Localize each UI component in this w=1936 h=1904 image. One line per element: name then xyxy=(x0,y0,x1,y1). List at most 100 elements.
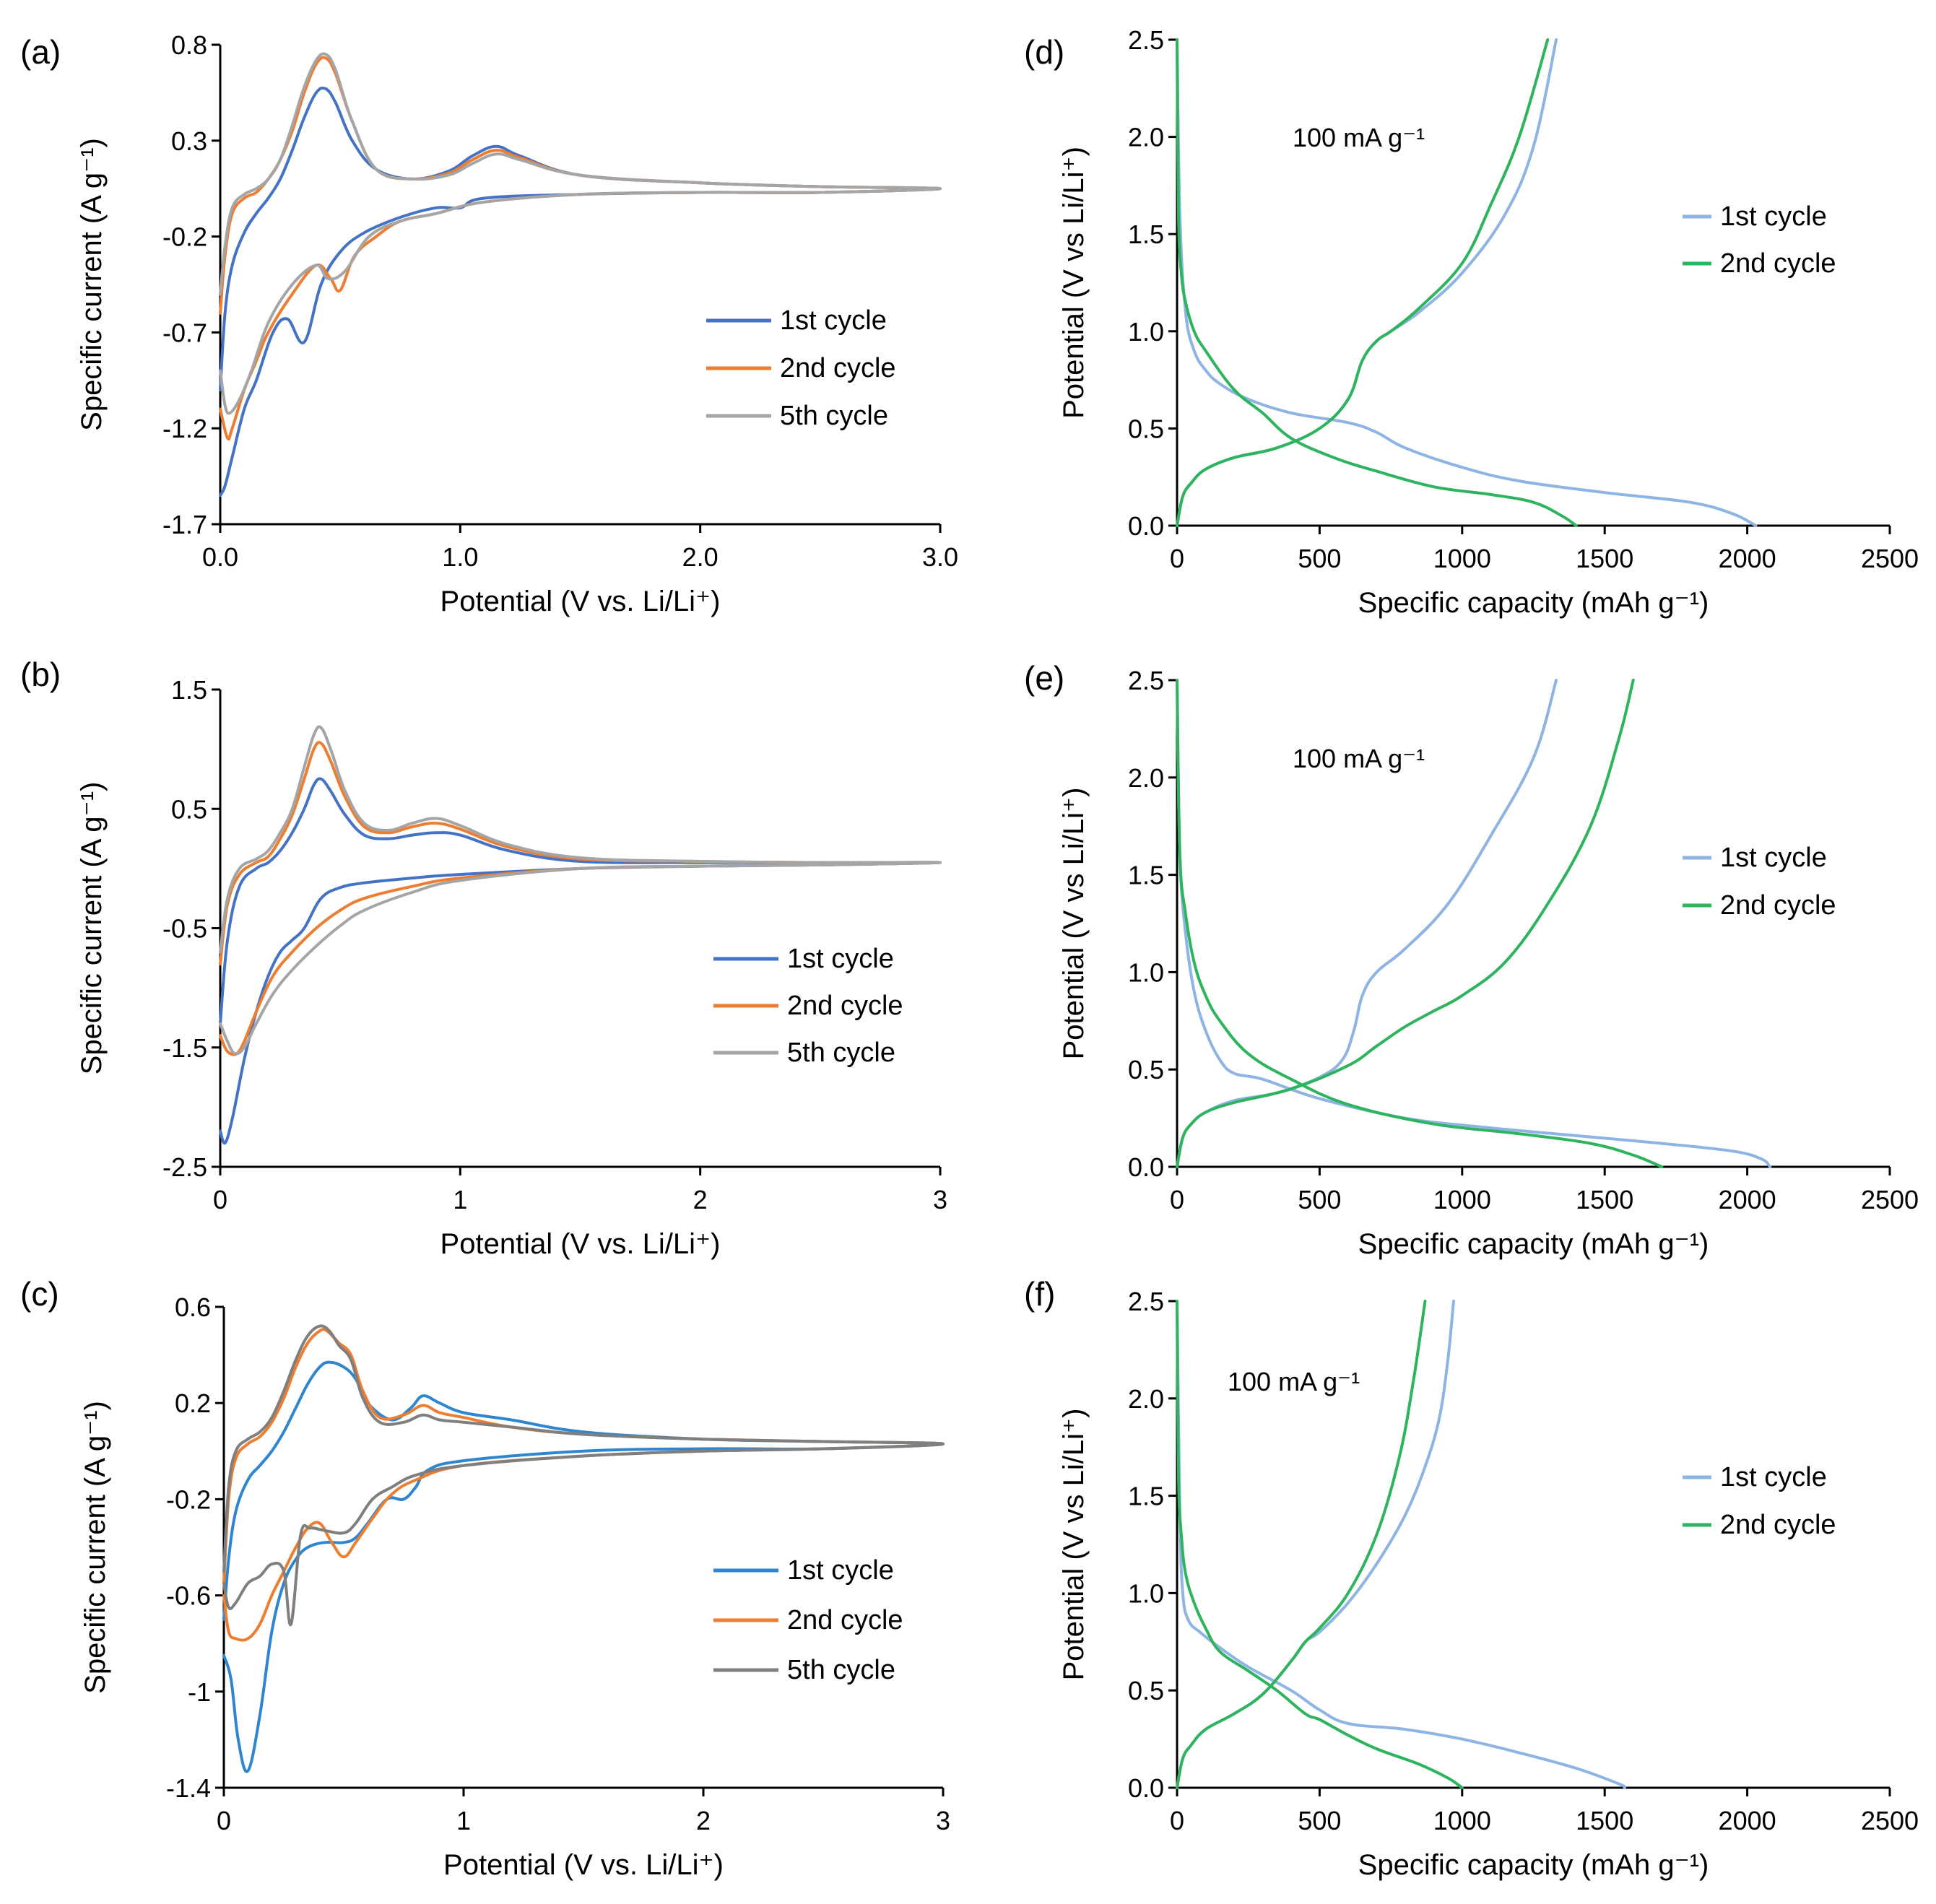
y-tick-label: 1.0 xyxy=(1128,317,1164,347)
y-tick-label: 0.0 xyxy=(1128,1152,1164,1182)
y-tick-label: 2.5 xyxy=(1128,25,1164,55)
y-tick-label: 1.0 xyxy=(1128,957,1164,987)
series-line-1st-cycle xyxy=(219,86,942,497)
y-tick-label: -0.6 xyxy=(166,1581,211,1611)
y-axis-title: Potential (V vs Li/Li⁺) xyxy=(1058,788,1090,1060)
panel-label: (d) xyxy=(1024,33,1064,71)
legend-entry: 5th cycle xyxy=(787,1038,895,1068)
y-tick-label: 0.0 xyxy=(1128,1773,1164,1803)
x-tick-label: 3 xyxy=(936,1806,950,1835)
y-tick-label: 0.3 xyxy=(171,126,207,156)
panel-label: (e) xyxy=(1024,659,1064,697)
y-tick-label: 0.8 xyxy=(171,30,207,60)
series-line-2nd-cycle-charge xyxy=(1176,679,1635,1168)
y-tick-label: 0.5 xyxy=(1128,414,1164,443)
y-tick-label: 0.5 xyxy=(1128,1676,1164,1705)
y-tick-label: 1.5 xyxy=(1128,219,1164,249)
x-tick-label: 2 xyxy=(693,1185,708,1214)
y-axis-title: Potential (V vs Li/Li⁺) xyxy=(1058,147,1090,419)
x-tick-label: 2500 xyxy=(1861,1806,1919,1835)
y-tick-label: -1.2 xyxy=(162,414,207,443)
series-line-5th-cycle xyxy=(219,725,942,1056)
x-tick-label: 1000 xyxy=(1433,1806,1491,1835)
y-tick-label: -0.2 xyxy=(162,222,207,252)
x-tick-label: 2500 xyxy=(1861,1185,1919,1214)
legend-entry: 2nd cycle xyxy=(787,1605,903,1635)
series-line-2nd-cycle xyxy=(222,1328,945,1642)
legend-entry: 5th cycle xyxy=(787,1655,895,1685)
y-tick-label: 1.5 xyxy=(171,675,207,705)
x-tick-label: 1000 xyxy=(1433,544,1491,573)
series-line-2nd-cycle-discharge xyxy=(1176,38,1578,527)
chart-panel-e: (e) 2.5 2.0 1.5 1.0 0.5 0.00 500 1000 1500 2000 250… xyxy=(1024,659,1919,1260)
y-axis-title: Specific current (A g⁻¹) xyxy=(76,138,108,431)
y-tick-label: 1.0 xyxy=(1128,1578,1164,1608)
y-tick-label: 0.5 xyxy=(1128,1055,1164,1084)
y-tick-label: 1.5 xyxy=(1128,861,1164,890)
y-tick-label: 0.5 xyxy=(171,794,207,824)
series-line-2nd-cycle-charge xyxy=(1176,1300,1427,1789)
y-tick-label: 2.0 xyxy=(1128,763,1164,793)
legend-entry: 1st cycle xyxy=(787,1555,894,1586)
x-tick-label: 1500 xyxy=(1576,1185,1633,1214)
series-line-2nd-cycle-discharge xyxy=(1176,679,1664,1168)
series-line-1st-cycle-discharge xyxy=(1176,1300,1626,1789)
x-tick-label: 0.0 xyxy=(202,542,238,572)
x-tick-label: 2.0 xyxy=(682,542,719,572)
legend-entry: 1st cycle xyxy=(780,305,887,336)
x-axis-title: Specific capacity (mAh g⁻¹) xyxy=(1358,1849,1709,1881)
chart-panel-a: (a) 0.8 0.3 -0.2 -0.7 -1.2 -1.7 0.0 1.0 2.0 3.0 Pot… xyxy=(20,30,958,617)
y-tick-label: -2.5 xyxy=(162,1152,207,1182)
series-line-2nd-cycle-discharge xyxy=(1176,1300,1464,1789)
x-axis-title: Potential (V vs. Li/Li⁺) xyxy=(440,1228,721,1260)
legend-entry: 1st cycle xyxy=(787,944,894,974)
y-tick-label: -0.2 xyxy=(166,1484,211,1514)
legend: 1st cycle 2nd cycle xyxy=(1683,201,1836,279)
x-tick-label: 1500 xyxy=(1576,544,1633,573)
y-tick-label: 0.6 xyxy=(175,1292,211,1322)
chart-panel-b: (b) 1.5 0.5 -0.5 -1.5 -2.50 1 2 3 Potential (V vs… xyxy=(20,656,947,1260)
current-density-annotation: 100 mA g⁻¹ xyxy=(1293,744,1425,773)
legend-entry: 2nd cycle xyxy=(1720,1510,1836,1540)
y-tick-label: 2.5 xyxy=(1128,1287,1164,1316)
series-line-1st-cycle-discharge xyxy=(1176,38,1758,527)
chart-panel-c: (c) 0.6 0.2 -0.2 -0.6 -1 -1.40 1 2 3 Potential (V … xyxy=(20,1275,950,1881)
x-tick-label: 2000 xyxy=(1719,544,1776,573)
x-tick-label: 0 xyxy=(1170,1806,1184,1835)
x-axis-title: Specific capacity (mAh g⁻¹) xyxy=(1358,587,1709,619)
y-tick-label: 2.0 xyxy=(1128,1384,1164,1414)
legend-entry: 2nd cycle xyxy=(787,991,903,1021)
y-tick-label: -1.4 xyxy=(166,1773,211,1803)
x-tick-label: 500 xyxy=(1298,544,1341,573)
y-tick-label: 2.5 xyxy=(1128,666,1164,695)
legend: 1st cycle 2nd cycle 5th cycle xyxy=(713,944,903,1068)
x-tick-label: 1000 xyxy=(1433,1185,1491,1214)
legend-entry: 1st cycle xyxy=(1720,1462,1827,1492)
series-line-5th-cycle xyxy=(219,52,942,415)
panel-label: (a) xyxy=(20,33,61,71)
x-tick-label: 2 xyxy=(696,1806,711,1835)
chart-panel-f: (f) 2.5 2.0 1.5 1.0 0.5 0.00 500 1000 1500 2000 250… xyxy=(1024,1275,1919,1881)
current-density-annotation: 100 mA g⁻¹ xyxy=(1228,1367,1360,1396)
x-tick-label: 0 xyxy=(213,1185,227,1214)
legend-entry: 2nd cycle xyxy=(1720,248,1836,279)
chart-panel-d: (d) 2.5 2.0 1.5 1.0 0.5 0.00 500 1000 1500 2000 250… xyxy=(1024,25,1919,619)
y-tick-label: 1.5 xyxy=(1128,1482,1164,1511)
panel-label: (f) xyxy=(1024,1275,1055,1313)
x-tick-label: 500 xyxy=(1298,1806,1341,1835)
x-tick-label: 0 xyxy=(217,1806,231,1835)
x-tick-label: 1500 xyxy=(1576,1806,1633,1835)
x-tick-label: 0 xyxy=(1170,544,1184,573)
x-tick-label: 3.0 xyxy=(922,542,958,572)
x-tick-label: 1 xyxy=(456,1806,471,1835)
y-tick-label: 2.0 xyxy=(1128,123,1164,152)
y-axis-title: Specific current (A g⁻¹) xyxy=(79,1401,111,1694)
y-axis-title: Specific current (A g⁻¹) xyxy=(76,782,108,1075)
series-line-1st-cycle-discharge xyxy=(1176,679,1772,1168)
y-axis-title: Potential (V vs Li/Li⁺) xyxy=(1058,1409,1090,1681)
y-tick-label: 0.2 xyxy=(175,1388,211,1418)
current-density-annotation: 100 mA g⁻¹ xyxy=(1293,123,1425,152)
x-tick-label: 1 xyxy=(453,1185,467,1214)
panel-label: (c) xyxy=(20,1275,59,1313)
